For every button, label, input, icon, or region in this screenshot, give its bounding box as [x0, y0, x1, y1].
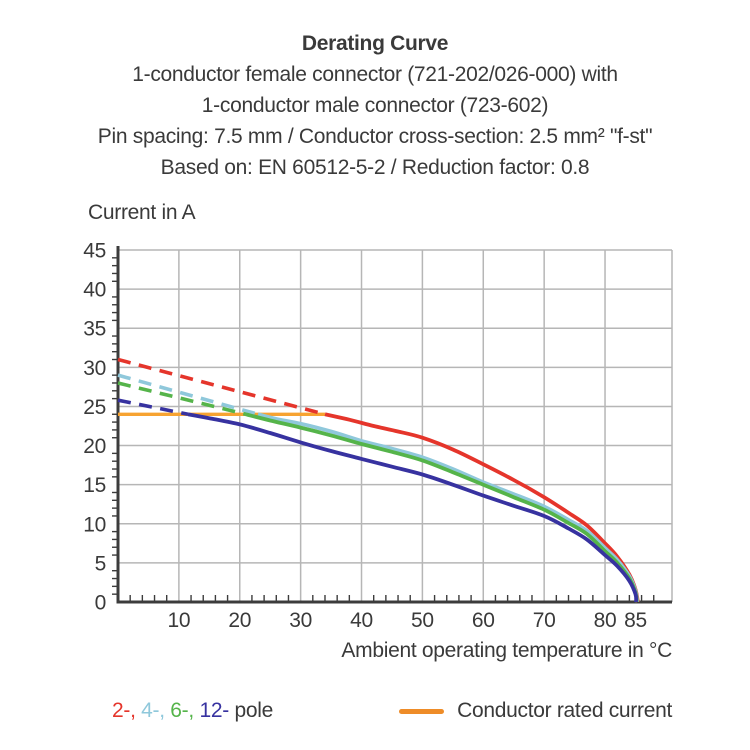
- legend-pole-colors: 2-, 4-, 6-, 12- pole: [112, 699, 273, 723]
- x-axis-title: Ambient operating temperature in °C: [341, 639, 672, 662]
- curve-12-pole: [187, 412, 639, 603]
- curve-2-pole-above-rated-dashed-: [117, 357, 326, 417]
- y-tick-label: 35: [83, 318, 106, 341]
- curve-4-pole-above-rated-dashed-: [117, 373, 259, 417]
- legend-rated-current: Conductor rated current: [399, 699, 672, 723]
- x-tick-label: 60: [472, 609, 495, 632]
- chart-title: Derating Curve: [301, 32, 449, 55]
- y-tick-label: 40: [83, 279, 106, 302]
- x-tick-label: 20: [228, 609, 251, 632]
- x-tick-label: 80: [594, 609, 617, 632]
- chart-subtitle-female-connector: 1-conductor female connector (721-202/02…: [132, 63, 618, 86]
- chart-header: Derating Curve 1-conductor female connec…: [0, 28, 750, 183]
- chart-subtitle-male-connector: 1-conductor male connector (723-602): [201, 94, 549, 117]
- legend-4-pole: 4-,: [135, 699, 165, 722]
- chart-subtitle-pin-spacing: Pin spacing: 7.5 mm / Conductor cross-se…: [97, 125, 653, 148]
- x-tick-label: 50: [411, 609, 434, 632]
- y-tick-label: 45: [83, 240, 106, 263]
- y-axis-title: Current in A: [88, 201, 196, 224]
- rated-current-label: Conductor rated current: [457, 699, 672, 722]
- legend-pole-word: pole: [228, 699, 273, 722]
- x-tick-label: 10: [167, 609, 190, 632]
- curve-6-pole: [245, 412, 639, 603]
- y-tick-label: 20: [83, 435, 106, 458]
- curve-4-pole: [257, 412, 640, 603]
- y-tick-label: 25: [83, 396, 106, 419]
- x-tick-label: 30: [289, 609, 312, 632]
- y-tick-label: 15: [83, 474, 106, 497]
- y-tick-label: 10: [83, 513, 106, 536]
- rated-current-line-swatch: [399, 708, 445, 714]
- x-tick-label: 70: [533, 609, 556, 632]
- curve-12-pole-above-rated-dashed-: [117, 398, 189, 417]
- y-tick-label: 30: [83, 357, 106, 380]
- curve-6-pole-above-rated-dashed-: [117, 381, 247, 417]
- legend-6-pole: 6-,: [164, 699, 194, 722]
- legend-12-pole: 12-: [193, 699, 229, 722]
- x-tick-label: 85: [624, 609, 647, 632]
- y-tick-label: 0: [95, 592, 106, 615]
- x-tick-label: 40: [350, 609, 373, 632]
- chart-subtitle-standard: Based on: EN 60512-5-2 / Reduction facto…: [160, 156, 590, 179]
- y-tick-label: 5: [95, 552, 106, 575]
- legend-2-pole: 2-,: [112, 699, 136, 722]
